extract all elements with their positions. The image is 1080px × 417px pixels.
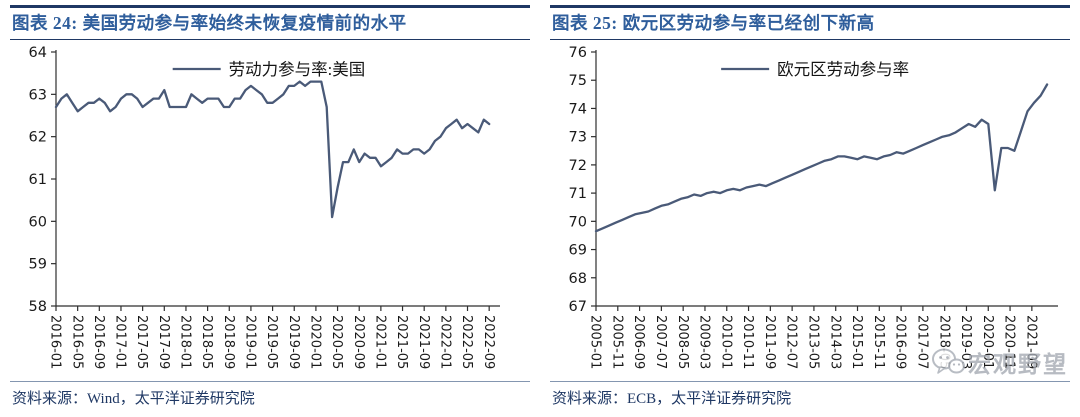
svg-text:2021-09: 2021-09 [416,315,431,369]
svg-text:2013-05: 2013-05 [806,315,821,369]
svg-text:2018-05: 2018-05 [936,315,951,369]
svg-text:2017-01: 2017-01 [113,315,128,369]
svg-text:2015-11: 2015-11 [871,315,886,369]
svg-text:2018-05: 2018-05 [199,315,214,369]
eurozone-lfpr-line-chart: 67 68 69 70 71 72 73 74 75 76 2005-01 2005-11 2006-0… [569,45,1058,369]
panel-eurozone-chart: 图表 25: 欧元区劳动参与率已经创下新高 67 68 69 70 71 72 73 74 75… [540,0,1080,412]
svg-text:62: 62 [29,130,47,146]
svg-text:2016-09: 2016-09 [91,315,106,369]
svg-text:58: 58 [29,299,47,315]
us-lfpr-chart-area: 58 59 60 61 62 63 64 2016-01 2016-05 2016-09 2017-… [10,40,530,380]
svg-text:59: 59 [29,257,47,273]
svg-text:68: 68 [569,271,587,287]
svg-text:72: 72 [569,158,587,174]
svg-text:2021-05: 2021-05 [394,315,409,369]
svg-text:70: 70 [569,214,587,230]
svg-text:2015-01: 2015-01 [849,315,864,369]
svg-text:63: 63 [29,87,47,103]
svg-text:61: 61 [29,172,47,188]
svg-text:69: 69 [569,243,587,259]
figure-title: 图表 25: 欧元区劳动参与率已经创下新高 [550,5,1070,40]
svg-text:2022-01: 2022-01 [437,315,452,369]
svg-text:2011-09: 2011-09 [762,315,777,369]
svg-text:2022-05: 2022-05 [459,315,474,369]
svg-text:2014-03: 2014-03 [827,315,842,369]
figure-title: 图表 24: 美国劳动参与率始终未恢复疫情前的水平 [10,5,530,40]
source-note: 资料来源：ECB，太平洋证券研究院 [550,381,1070,412]
svg-text:2007-07: 2007-07 [653,315,668,369]
us-lfpr-line-chart: 58 59 60 61 62 63 64 2016-01 2016-05 2016-09 2017-… [29,45,500,369]
svg-text:2019-03: 2019-03 [958,315,973,369]
svg-text:64: 64 [29,45,47,61]
svg-text:2010-01: 2010-01 [718,315,733,369]
svg-text:2018-01: 2018-01 [178,315,193,369]
svg-text:2021-01: 2021-01 [372,315,387,369]
svg-text:2006-09: 2006-09 [631,315,646,369]
svg-text:2016-05: 2016-05 [69,315,84,369]
svg-text:2017-05: 2017-05 [134,315,149,369]
svg-text:2009-03: 2009-03 [697,315,712,369]
svg-text:67: 67 [569,299,587,315]
svg-text:2012-07: 2012-07 [784,315,799,369]
svg-text:2020-01: 2020-01 [307,315,322,369]
svg-text:2019-09: 2019-09 [286,315,301,369]
source-note: 资料来源：Wind，太平洋证券研究院 [10,381,530,412]
svg-text:60: 60 [29,214,47,230]
svg-text:2017-07: 2017-07 [914,315,929,369]
svg-text:欧元区劳动参与率: 欧元区劳动参与率 [777,60,909,79]
svg-text:75: 75 [569,73,587,89]
svg-text:2016-01: 2016-01 [48,315,63,369]
svg-text:2019-05: 2019-05 [264,315,279,369]
svg-text:2020-11: 2020-11 [1002,315,1017,369]
svg-text:2020-01: 2020-01 [980,315,995,369]
svg-text:2008-05: 2008-05 [675,315,690,369]
svg-text:2020-05: 2020-05 [329,315,344,369]
svg-text:劳动力参与率:美国: 劳动力参与率:美国 [229,60,366,79]
svg-text:2022-09: 2022-09 [481,315,496,369]
svg-text:76: 76 [569,45,587,61]
svg-text:2016-09: 2016-09 [893,315,908,369]
svg-text:2019-01: 2019-01 [243,315,258,369]
svg-text:74: 74 [569,101,587,117]
svg-text:2018-09: 2018-09 [221,315,236,369]
svg-text:2005-01: 2005-01 [588,315,603,369]
svg-text:2010-11: 2010-11 [740,315,755,369]
panel-us-chart: 图表 24: 美国劳动参与率始终未恢复疫情前的水平 58 59 60 61 62 63 64… [0,0,540,412]
svg-text:2017-09: 2017-09 [156,315,171,369]
svg-text:2021-09: 2021-09 [1023,315,1038,369]
svg-text:2005-11: 2005-11 [609,315,624,369]
svg-text:73: 73 [569,130,587,146]
svg-text:71: 71 [569,186,587,202]
svg-text:2020-09: 2020-09 [351,315,366,369]
eurozone-lfpr-chart-area: 67 68 69 70 71 72 73 74 75 76 2005-01 2005-11 2006-0… [550,40,1070,380]
